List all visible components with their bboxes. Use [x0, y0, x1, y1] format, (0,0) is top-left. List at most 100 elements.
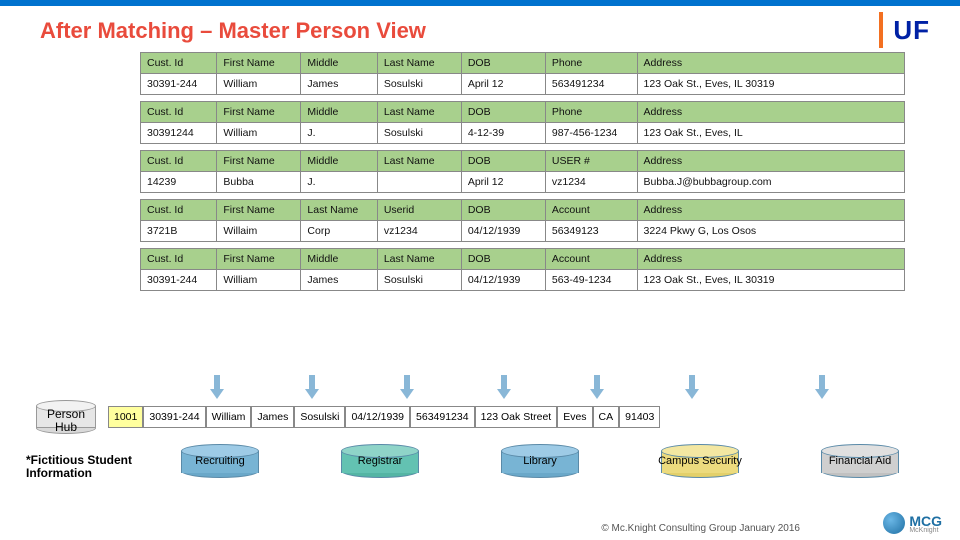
cell: 04/12/1939 [461, 221, 545, 242]
down-arrow-icon [685, 375, 699, 401]
cell: 123 Oak St., Eves, IL 30319 [637, 74, 904, 95]
cell: J. [301, 172, 377, 193]
col-header: Userid [377, 200, 461, 221]
col-header: Cust. Id [141, 151, 217, 172]
records-tables: Cust. IdFirst NameMiddleLast NameDOBPhon… [140, 52, 905, 297]
cell: 30391-244 [141, 74, 217, 95]
cell: Bubba [217, 172, 301, 193]
source-databases: Recruiting Registrar Library Campus Securit… [175, 444, 905, 492]
cell: 30391-244 [141, 270, 217, 291]
record-table: Cust. IdFirst NameLast NameUseridDOBAcco… [140, 199, 905, 242]
master-cell: Eves [557, 406, 592, 428]
cell: Sosulski [377, 270, 461, 291]
col-header: Account [545, 200, 637, 221]
col-header: Middle [301, 249, 377, 270]
col-header: Cust. Id [141, 53, 217, 74]
master-cell: 30391-244 [143, 406, 205, 428]
record-table: Cust. IdFirst NameMiddleLast NameDOBPhon… [140, 101, 905, 144]
col-header: Last Name [377, 249, 461, 270]
mcg-sub: McKnight [909, 529, 942, 533]
footnote: *Fictitious Student Information [26, 454, 166, 480]
col-header: Cust. Id [141, 249, 217, 270]
master-cell: James [251, 406, 294, 428]
source-db: Campus Security [655, 444, 745, 492]
cell: 987-456-1234 [545, 123, 637, 144]
master-cell: CA [593, 406, 620, 428]
db-label: Library [495, 456, 585, 468]
slide-title: After Matching – Master Person View [40, 18, 426, 44]
hub-label: Person Hub [36, 408, 96, 434]
col-header: Last Name [377, 151, 461, 172]
col-header: First Name [217, 53, 301, 74]
source-db: Library [495, 444, 585, 492]
cell: 04/12/1939 [461, 270, 545, 291]
cell: Sosulski [377, 123, 461, 144]
copyright: © Mc.Knight Consulting Group January 201… [601, 523, 800, 534]
cell [377, 172, 461, 193]
merge-arrows [175, 375, 835, 403]
col-header: Middle [301, 102, 377, 123]
col-header: Middle [301, 151, 377, 172]
col-header: Phone [545, 102, 637, 123]
col-header: Cust. Id [141, 102, 217, 123]
col-header: DOB [461, 151, 545, 172]
record-table: Cust. IdFirst NameMiddleLast NameDOBPhon… [140, 52, 905, 95]
master-cell: 91403 [619, 406, 660, 428]
down-arrow-icon [210, 375, 224, 401]
uf-logo-text: UF [893, 15, 930, 46]
cell: 3224 Pkwy G, Los Osos [637, 221, 904, 242]
master-cell: 123 Oak Street [475, 406, 558, 428]
col-header: First Name [217, 102, 301, 123]
cell: Willaim [217, 221, 301, 242]
db-label: Recruiting [175, 456, 265, 468]
cell: Corp [301, 221, 377, 242]
record-table: Cust. IdFirst NameMiddleLast NameDOBUSER… [140, 150, 905, 193]
top-accent-bar [0, 0, 960, 6]
cell: 56349123 [545, 221, 637, 242]
db-label: Registrar [335, 456, 425, 468]
cell: James [301, 74, 377, 95]
cell: William [217, 123, 301, 144]
col-header: Address [637, 249, 904, 270]
uf-logo: UF [879, 12, 930, 48]
cell: April 12 [461, 74, 545, 95]
cell: Sosulski [377, 74, 461, 95]
source-db: Registrar [335, 444, 425, 492]
col-header: Last Name [301, 200, 377, 221]
col-header: First Name [217, 151, 301, 172]
cell: April 12 [461, 172, 545, 193]
col-header: First Name [217, 200, 301, 221]
col-header: First Name [217, 249, 301, 270]
cell: 4-12-39 [461, 123, 545, 144]
col-header: DOB [461, 200, 545, 221]
col-header: DOB [461, 249, 545, 270]
cell: William [217, 74, 301, 95]
cell: 563-49-1234 [545, 270, 637, 291]
down-arrow-icon [497, 375, 511, 401]
col-header: Account [545, 249, 637, 270]
db-label: Campus Security [655, 456, 745, 468]
col-header: DOB [461, 102, 545, 123]
down-arrow-icon [590, 375, 604, 401]
mcg-logo: MCG McKnight [883, 512, 942, 534]
col-header: DOB [461, 53, 545, 74]
col-header: Last Name [377, 53, 461, 74]
down-arrow-icon [305, 375, 319, 401]
col-header: Cust. Id [141, 200, 217, 221]
master-cell: 04/12/1939 [345, 406, 410, 428]
cell: vz1234 [545, 172, 637, 193]
db-label: Financial Aid [815, 456, 905, 468]
master-cell: 563491234 [410, 406, 475, 428]
cell: J. [301, 123, 377, 144]
cell: 14239 [141, 172, 217, 193]
down-arrow-icon [815, 375, 829, 401]
cell: 3721B [141, 221, 217, 242]
cell: William [217, 270, 301, 291]
col-header: Address [637, 53, 904, 74]
person-hub: Person Hub [26, 400, 106, 436]
master-cell: Sosulski [294, 406, 345, 428]
col-header: Address [637, 200, 904, 221]
cell: 563491234 [545, 74, 637, 95]
col-header: Address [637, 151, 904, 172]
cell: vz1234 [377, 221, 461, 242]
